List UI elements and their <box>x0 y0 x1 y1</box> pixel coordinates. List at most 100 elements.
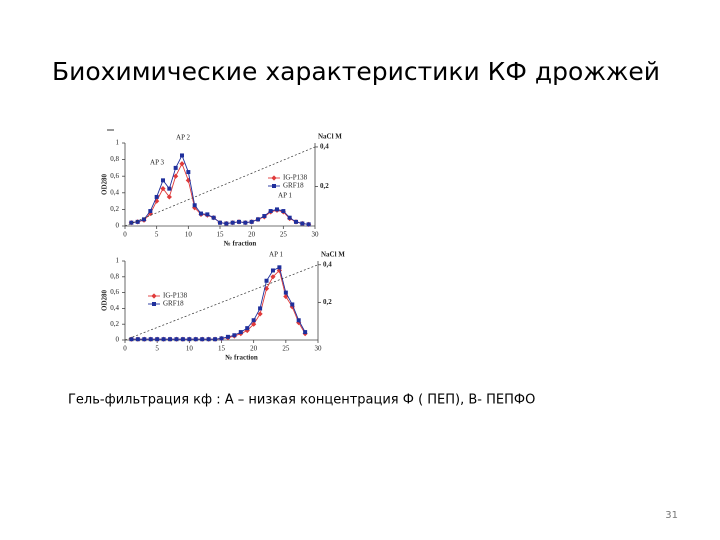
marker <box>232 333 237 338</box>
legend-marker <box>271 175 277 181</box>
marker <box>303 330 308 335</box>
y-tick-label: 1 <box>116 257 120 265</box>
y-tick-label: 0,2 <box>110 320 119 328</box>
marker <box>148 209 153 214</box>
x-tick-label: 0 <box>123 345 127 353</box>
legend-label: GRF18 <box>163 300 184 308</box>
marker <box>218 220 222 225</box>
caption: Гель-фильтрация кф : А – низкая концентр… <box>68 393 535 408</box>
marker <box>193 337 198 342</box>
marker <box>213 337 218 342</box>
y2-axis-label: NaCl M <box>321 251 345 259</box>
x-axis-label: № fraction <box>224 354 258 362</box>
x-axis-label: № fraction <box>223 240 257 248</box>
marker <box>270 268 275 273</box>
x-tick-label: 5 <box>155 345 159 353</box>
legend-marker <box>151 293 157 299</box>
marker <box>142 217 146 222</box>
marker <box>243 220 248 225</box>
marker <box>200 337 205 342</box>
marker <box>262 214 267 219</box>
marker <box>283 290 288 295</box>
legend-label: IG-P138 <box>163 292 188 300</box>
marker <box>275 207 279 212</box>
y-tick-label: 0,8 <box>110 155 119 163</box>
marker <box>129 337 134 342</box>
marker <box>174 337 179 342</box>
marker <box>256 217 260 222</box>
slide-title: Биохимические характеристики КФ дрожжей <box>52 57 660 86</box>
marker <box>211 215 216 220</box>
x-tick-label: 5 <box>155 231 159 239</box>
x-tick-label: 20 <box>250 345 258 353</box>
marker <box>296 318 301 323</box>
marker <box>180 337 185 342</box>
series-line <box>131 269 306 340</box>
marker <box>180 153 184 158</box>
marker <box>173 165 178 170</box>
marker <box>155 337 160 342</box>
annotation: AP 1 <box>269 251 283 259</box>
marker <box>192 203 197 208</box>
x-tick-label: 15 <box>218 345 226 353</box>
marker <box>167 186 172 191</box>
x-tick-label: 25 <box>282 345 290 353</box>
y-tick-label: 0,4 <box>110 304 119 312</box>
series-line <box>131 266 306 340</box>
marker <box>245 326 250 331</box>
annotation: AP 1 <box>278 192 292 200</box>
marker <box>290 302 295 307</box>
marker <box>264 278 269 283</box>
y-tick-label: 0,4 <box>110 188 119 196</box>
marker <box>187 337 192 342</box>
x-tick-label: 20 <box>248 231 256 239</box>
y-tick-label: 0 <box>116 336 120 344</box>
x-tick-label: 30 <box>312 231 320 239</box>
marker <box>251 318 256 323</box>
marker <box>199 211 203 216</box>
x-tick-label: 10 <box>185 231 193 239</box>
marker <box>186 170 191 175</box>
legend-label: GRF18 <box>283 182 304 190</box>
y2-tick-label: 0,4 <box>323 260 332 268</box>
y-axis-label: OD280 <box>101 290 109 312</box>
x-tick-label: 30 <box>315 345 323 353</box>
y2-tick-label: 0,4 <box>320 143 329 151</box>
marker <box>257 311 263 317</box>
marker <box>238 330 243 335</box>
marker <box>300 221 305 226</box>
legend-marker <box>272 184 276 188</box>
marker <box>205 212 210 217</box>
y-tick-label: 1 <box>116 139 120 147</box>
marker <box>219 336 224 341</box>
marker <box>154 194 159 199</box>
marker <box>161 178 165 183</box>
legend-label: IG-P138 <box>283 174 308 182</box>
y-tick-label: 0,6 <box>110 288 119 296</box>
y-axis-label: OD280 <box>101 174 109 196</box>
marker <box>142 337 147 342</box>
marker <box>306 222 311 227</box>
marker <box>168 337 173 342</box>
x-tick-label: 10 <box>186 345 194 353</box>
y-tick-label: 0,8 <box>110 272 119 280</box>
marker <box>294 219 298 224</box>
marker <box>237 219 241 224</box>
marker <box>135 219 140 224</box>
y2-tick-label: 0,2 <box>323 298 332 306</box>
x-tick-label: 15 <box>217 231 225 239</box>
legend-marker <box>152 302 156 306</box>
x-tick-label: 25 <box>280 231 288 239</box>
annotation: AP 2 <box>176 134 190 142</box>
marker <box>135 337 140 342</box>
marker <box>225 334 230 339</box>
marker <box>129 220 134 225</box>
marker <box>249 219 254 224</box>
marker <box>173 173 179 179</box>
marker <box>270 274 276 280</box>
y-tick-label: 0 <box>116 222 120 230</box>
marker <box>148 337 153 342</box>
marker <box>251 321 257 327</box>
